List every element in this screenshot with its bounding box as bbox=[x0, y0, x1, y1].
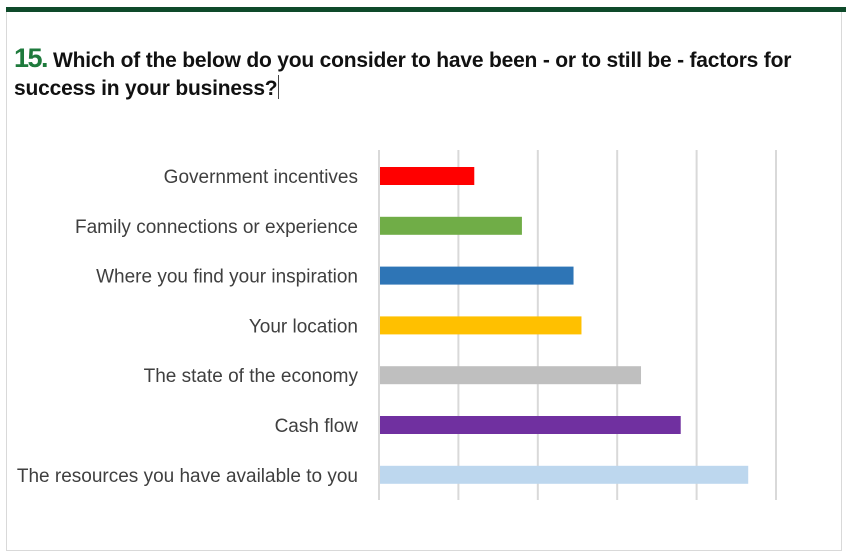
question-heading: 15. Which of the below do you consider to… bbox=[14, 44, 814, 103]
category-label-2: Where you find your inspiration bbox=[96, 267, 358, 288]
bar-4 bbox=[380, 366, 642, 385]
bar-0 bbox=[380, 167, 475, 185]
top-accent-bar bbox=[6, 7, 846, 12]
bar-6 bbox=[380, 465, 749, 484]
category-label-1: Family connections or experience bbox=[75, 217, 358, 238]
question-number: 15. bbox=[14, 43, 49, 73]
question-text: Which of the below do you consider to ha… bbox=[14, 49, 792, 100]
bar-1 bbox=[380, 216, 522, 235]
panel-frame bbox=[6, 12, 842, 551]
gridlines bbox=[378, 150, 777, 500]
text-cursor bbox=[278, 75, 280, 99]
category-label-3: Your location bbox=[249, 316, 358, 337]
category-label-5: Cash flow bbox=[275, 416, 359, 437]
bar-2 bbox=[380, 266, 574, 285]
category-labels: Government incentives Family connections … bbox=[17, 167, 359, 487]
bar-3 bbox=[380, 316, 582, 335]
bar-5 bbox=[380, 416, 681, 434]
category-label-0: Government incentives bbox=[164, 167, 358, 188]
category-label-6: The resources you have available to you bbox=[17, 466, 358, 487]
category-label-4: The state of the economy bbox=[144, 366, 359, 387]
bars bbox=[380, 167, 749, 484]
